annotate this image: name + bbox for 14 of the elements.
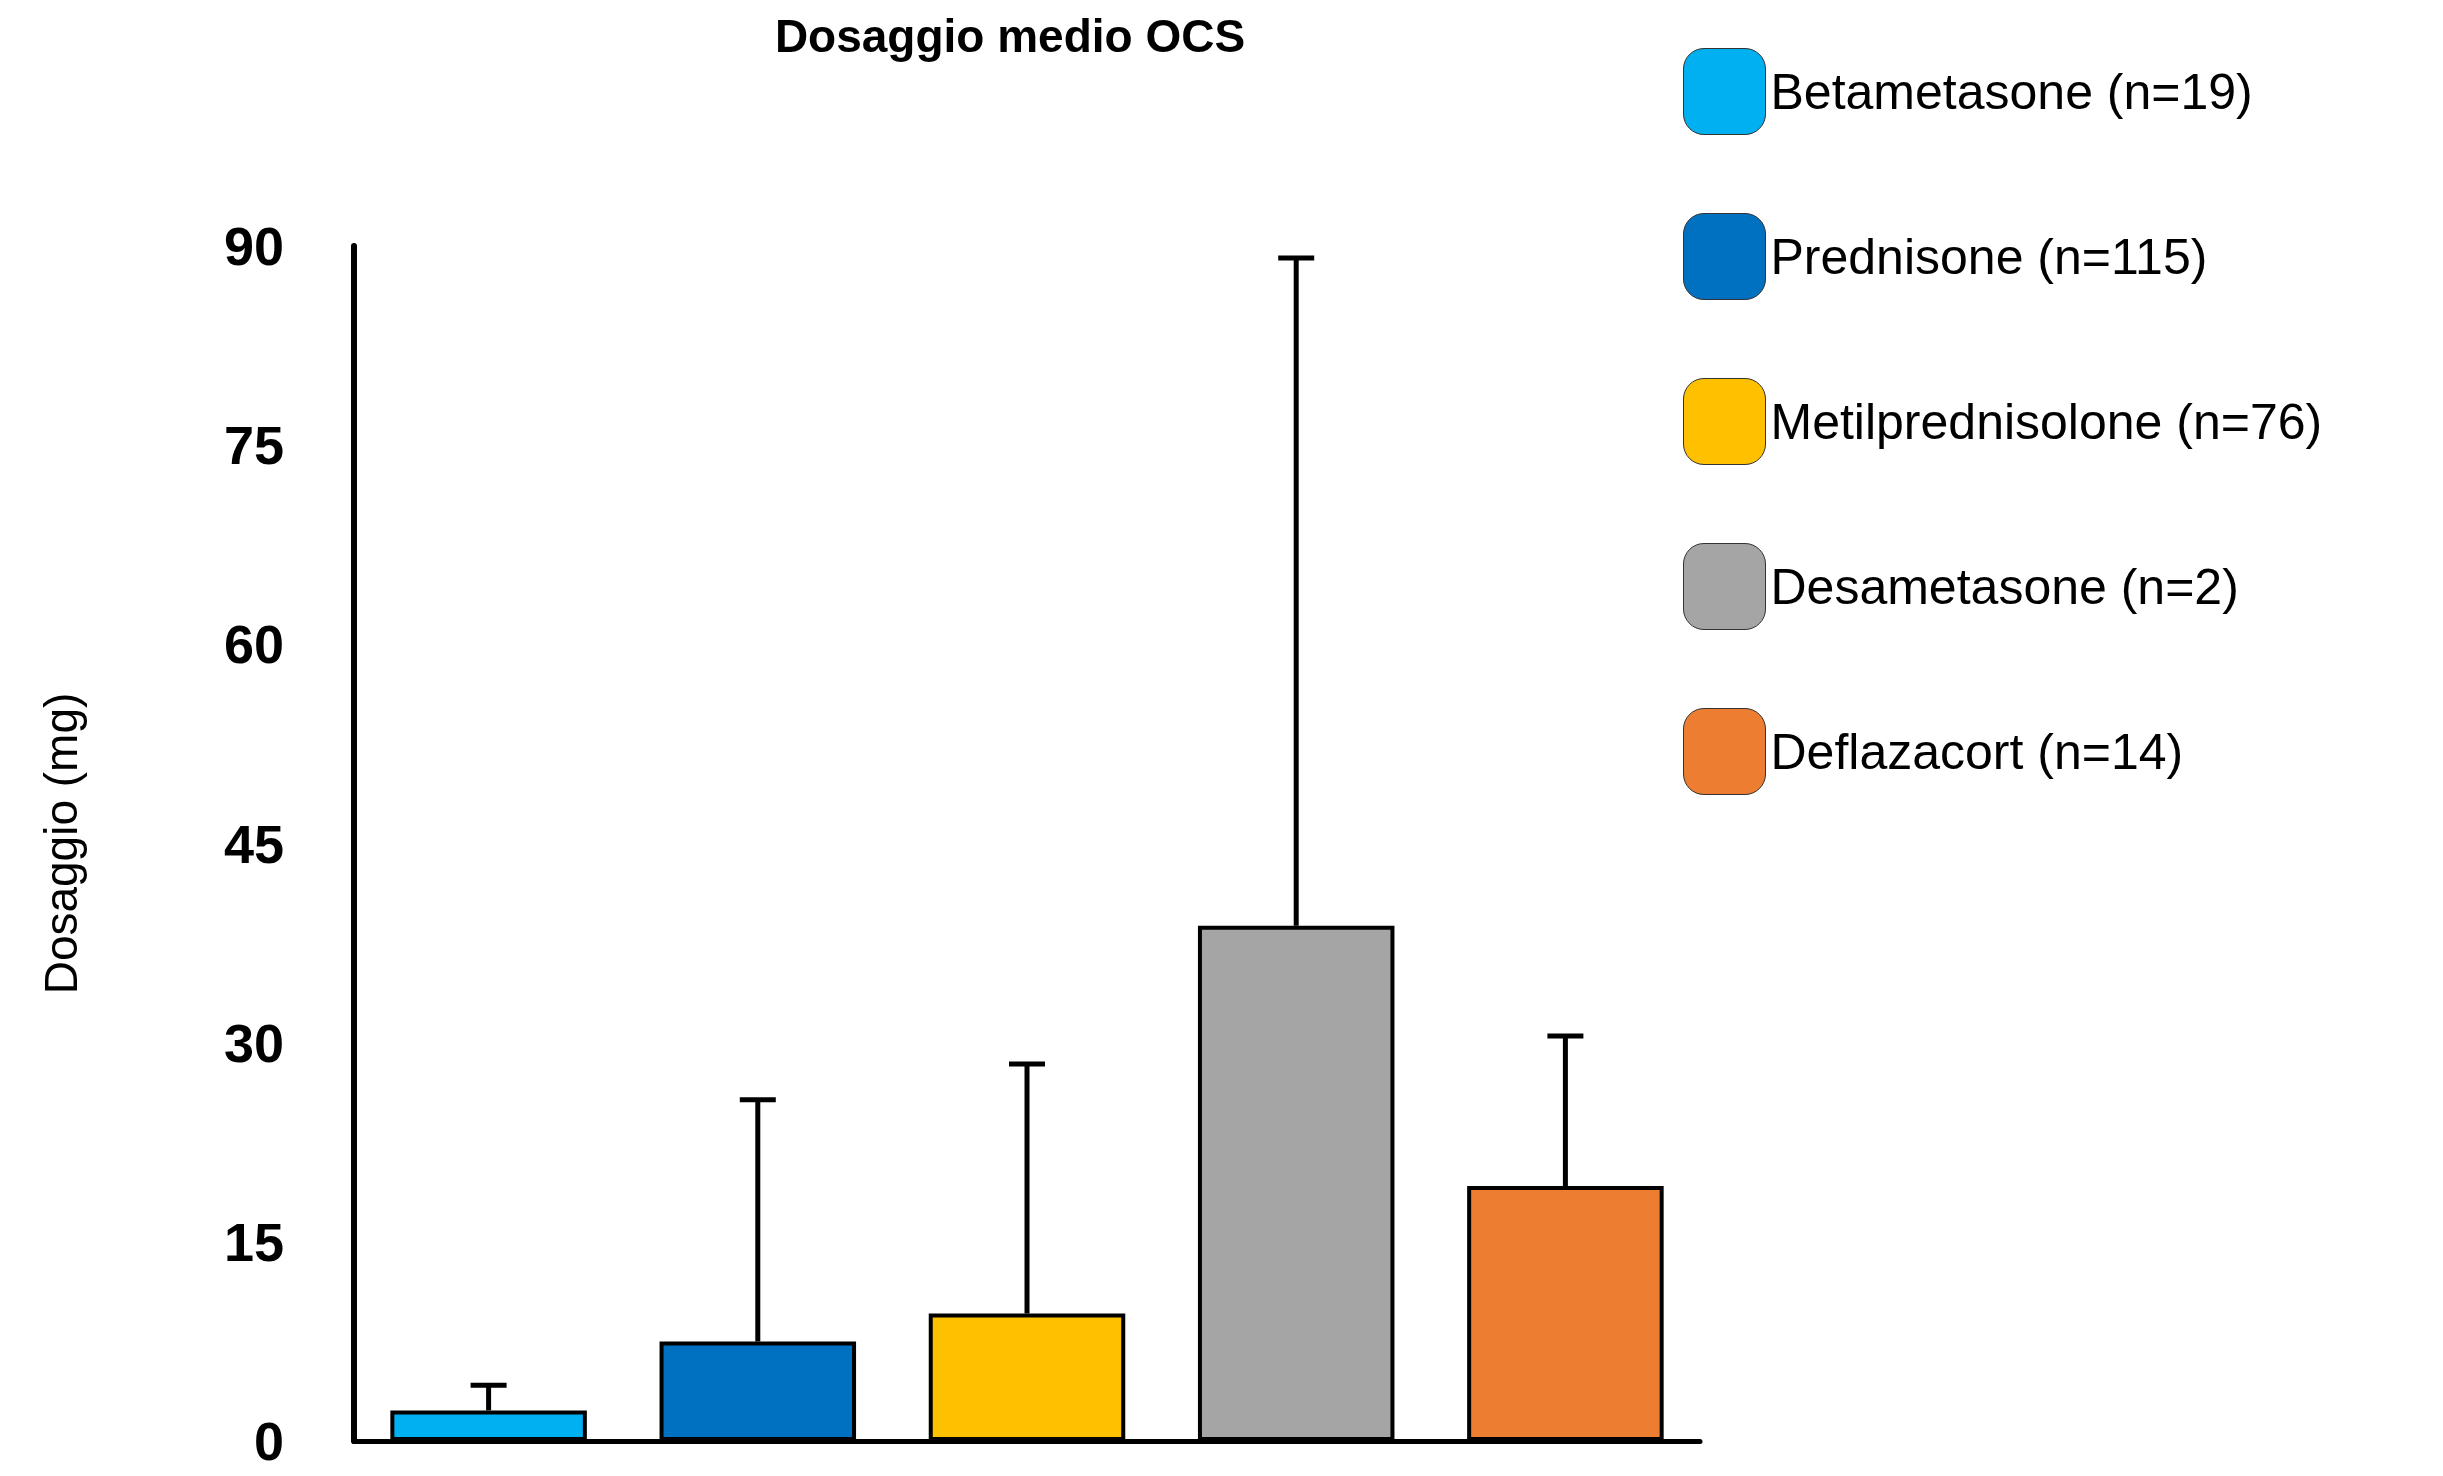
y-tick-label: 15 — [223, 1211, 284, 1272]
y-tick-label: 60 — [223, 614, 284, 675]
y-tick-label: 75 — [223, 415, 284, 476]
legend-label: Desametasone (n=2) — [1770, 558, 2239, 615]
y-tick-label: 90 — [223, 216, 284, 276]
y-tick-label: 30 — [223, 1012, 284, 1073]
legend-label: Metilprednisolone (n=76) — [1770, 393, 2323, 450]
chart-title: Dosaggio medio OCS — [774, 10, 1246, 62]
y-axis-title: Dosaggio (mg) — [35, 692, 87, 995]
legend-label: Prednisone (n=115) — [1770, 228, 2208, 285]
y-tick-label: 45 — [223, 813, 284, 874]
legend-label: Deflazacort (n=14) — [1770, 723, 2184, 780]
legend-label: Betametasone (n=19) — [1770, 63, 2253, 120]
y-tick-label: 0 — [253, 1411, 284, 1471]
